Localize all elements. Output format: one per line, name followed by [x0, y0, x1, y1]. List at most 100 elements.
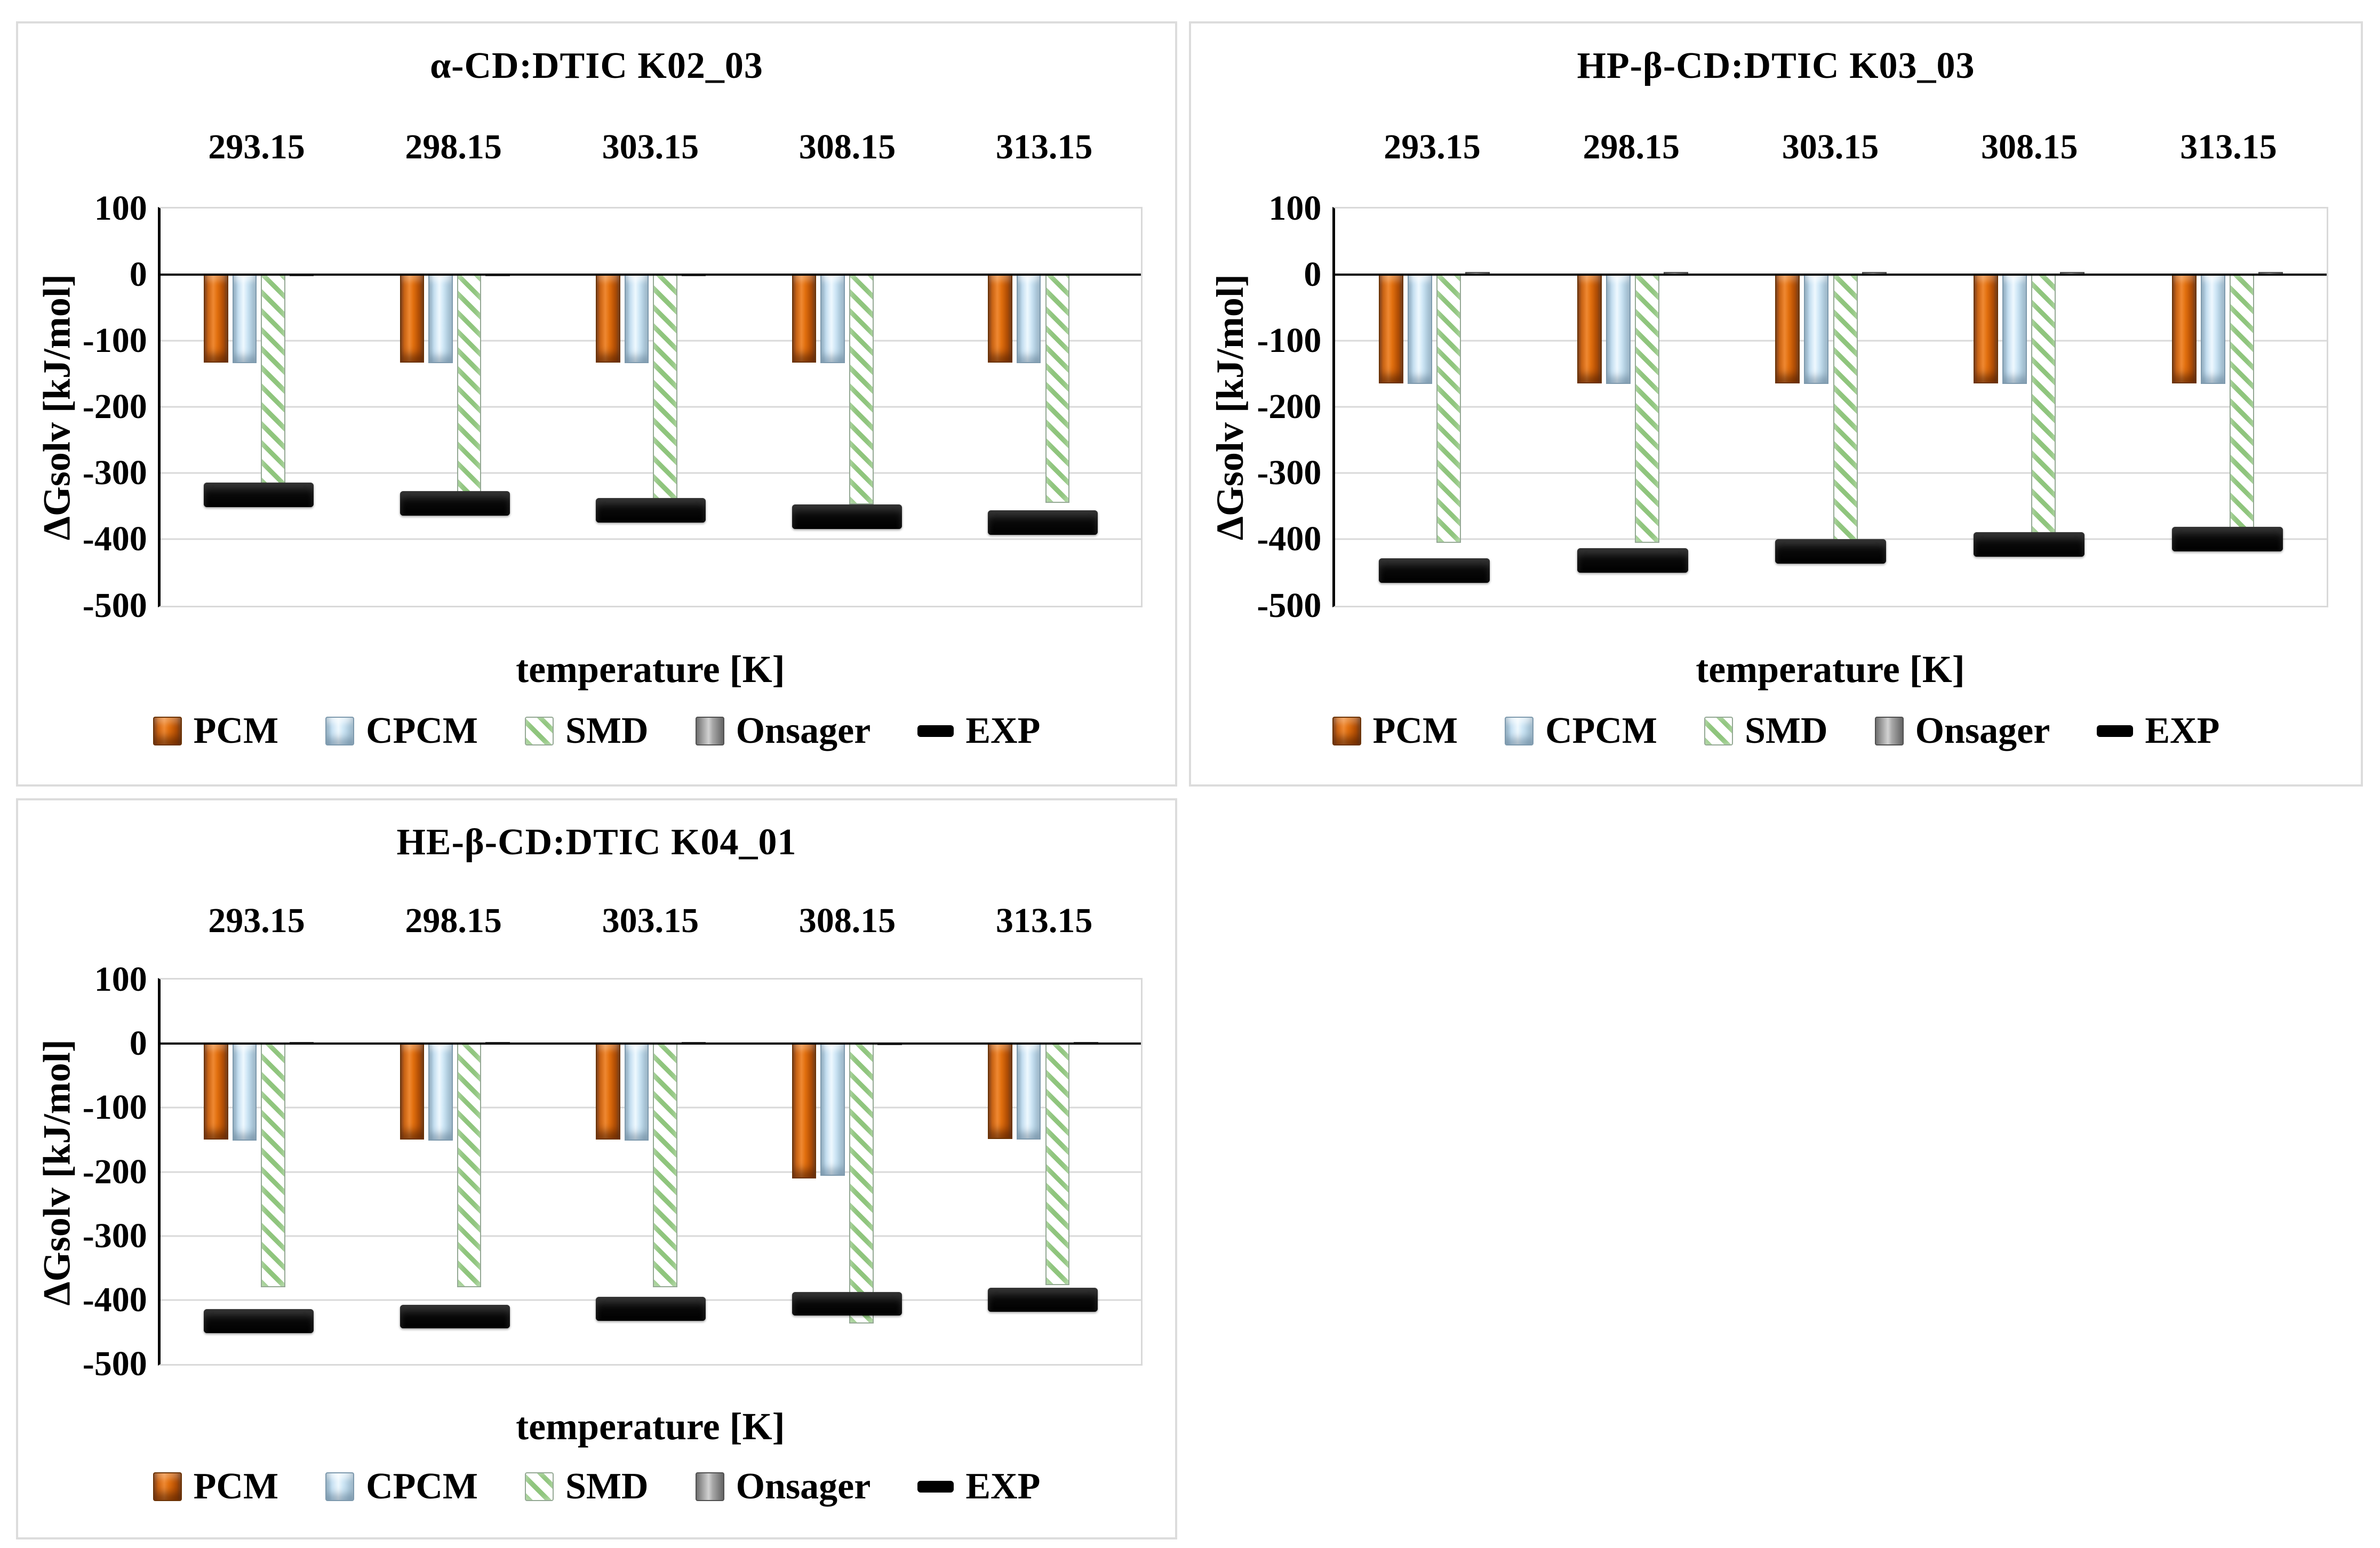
bar-smd: [849, 275, 874, 504]
category-label: 308.15: [798, 127, 896, 167]
bar-smd: [849, 1044, 874, 1324]
chart-title: HP-β-CD:DTIC K03_03: [1577, 45, 1975, 86]
legend-swatch-exp-icon: [2097, 725, 2134, 737]
legend-item-exp: EXP: [2097, 710, 2219, 752]
y-tick-label: -500: [82, 1344, 147, 1383]
category-label: 303.15: [602, 127, 699, 167]
gridline: [1335, 340, 2327, 342]
bar-pcm: [988, 275, 1012, 363]
x-axis-title: temperature [K]: [516, 1405, 785, 1448]
exp-marker: [1775, 539, 1887, 564]
bar-smd: [261, 1044, 285, 1287]
y-tick-label: -300: [1257, 453, 1322, 493]
exp-marker: [204, 483, 314, 508]
x-axis-title: temperature [K]: [516, 648, 785, 691]
legend-swatch-exp-icon: [917, 1480, 954, 1493]
bar-cpcm: [232, 1044, 257, 1141]
legend-item-onsager: Onsager: [695, 710, 870, 752]
exp-marker: [988, 1288, 1098, 1312]
legend-label: EXP: [965, 1465, 1041, 1507]
bar-smd: [1833, 275, 1858, 543]
exp-marker: [1378, 558, 1490, 583]
exp-marker: [596, 1297, 706, 1321]
exp-marker: [1973, 532, 2085, 557]
legend-item-pcm: PCM: [153, 1465, 278, 1508]
exp-marker: [400, 491, 510, 516]
plot-area: 100 0 -100 -200 -300 -400 -500: [83, 960, 1143, 1383]
legend-swatch-smd-icon: [525, 1472, 554, 1501]
y-tick-label: 100: [94, 188, 147, 228]
bar-cpcm: [624, 1044, 649, 1141]
y-axis-title: ΔGsolv [kJ/mol]: [35, 275, 78, 541]
chart-title: HE-β-CD:DTIC K04_01: [396, 821, 797, 863]
bar-cpcm: [2200, 275, 2225, 384]
gridline: [161, 472, 1141, 474]
legend-label: Onsager: [1915, 710, 2050, 752]
legend-label: PCM: [193, 1465, 279, 1507]
gridline: [161, 340, 1141, 342]
legend: PCM CPCM SMD Onsager EXP: [1191, 710, 2361, 752]
y-tick-label: -300: [82, 453, 147, 493]
y-tick-label: -400: [82, 519, 147, 559]
bar-pcm: [596, 1044, 620, 1140]
category-label: 308.15: [798, 901, 896, 940]
bar-smd: [261, 275, 285, 504]
legend-label: CPCM: [366, 710, 478, 752]
legend-swatch-cpcm-icon: [325, 1472, 355, 1501]
bar-cpcm: [428, 275, 453, 364]
gridline: [161, 1235, 1141, 1237]
legend-label: PCM: [1372, 710, 1458, 752]
legend-item-cpcm: CPCM: [1505, 710, 1657, 752]
y-tick-label: -200: [82, 387, 147, 427]
bar-pcm: [596, 275, 620, 363]
bar-pcm: [400, 275, 425, 363]
y-tick-label: -300: [82, 1216, 147, 1255]
zero-axis-line: [161, 274, 1141, 276]
gridline: [161, 406, 1141, 408]
bar-cpcm: [1016, 1044, 1041, 1140]
y-tick-label: -200: [82, 1152, 147, 1191]
bar-smd: [2229, 275, 2254, 538]
chart-title: α-CD:DTIC K02_03: [430, 45, 763, 86]
category-label: 298.15: [1583, 127, 1680, 167]
y-tick-label: -100: [82, 1088, 147, 1127]
y-axis-title: ΔGsolv [kJ/mol]: [35, 1039, 78, 1306]
gridline: [1335, 406, 2327, 408]
category-label: 303.15: [1782, 127, 1879, 167]
category-label: 293.15: [208, 127, 305, 167]
bar-pcm: [2171, 275, 2197, 383]
legend-label: PCM: [193, 710, 279, 752]
legend-label: Onsager: [736, 1465, 871, 1507]
legend-swatch-smd-icon: [1704, 717, 1733, 746]
exp-marker: [792, 504, 902, 530]
bar-pcm: [988, 1044, 1012, 1140]
exp-marker: [1577, 548, 1688, 573]
bar-pcm: [792, 275, 817, 363]
legend-swatch-onsager-icon: [695, 1472, 724, 1501]
category-label: 308.15: [1980, 127, 2078, 167]
bar-pcm: [792, 1044, 817, 1178]
gridline: [161, 1106, 1141, 1109]
bar-cpcm: [2002, 275, 2027, 384]
y-tick-label: 100: [1268, 188, 1322, 228]
bar-pcm: [1577, 275, 1602, 383]
gridline: [161, 1171, 1141, 1173]
legend-item-cpcm: CPCM: [325, 710, 478, 752]
bar-cpcm: [820, 1044, 845, 1176]
legend-label: EXP: [2145, 710, 2220, 752]
legend-item-exp: EXP: [917, 1465, 1040, 1508]
category-label: 298.15: [405, 127, 502, 167]
y-tick-label: 0: [129, 1024, 147, 1063]
bar-pcm: [400, 1044, 425, 1140]
gridline: [1335, 472, 2327, 474]
chart-panel-alpha-cd-dtic: α-CD:DTIC K02_03 293.15 298.15 303.15 308.1…: [16, 21, 1177, 787]
legend: PCM CPCM SMD Onsager EXP: [18, 710, 1175, 752]
y-axis-title: ΔGsolv [kJ/mol]: [1208, 275, 1251, 541]
legend-item-onsager: Onsager: [695, 1465, 871, 1508]
exp-marker: [596, 498, 706, 523]
y-tick-label: -200: [1257, 387, 1322, 427]
y-tick-label: -500: [1257, 585, 1322, 625]
bar-pcm: [1378, 275, 1403, 383]
legend-item-cpcm: CPCM: [325, 1465, 478, 1508]
